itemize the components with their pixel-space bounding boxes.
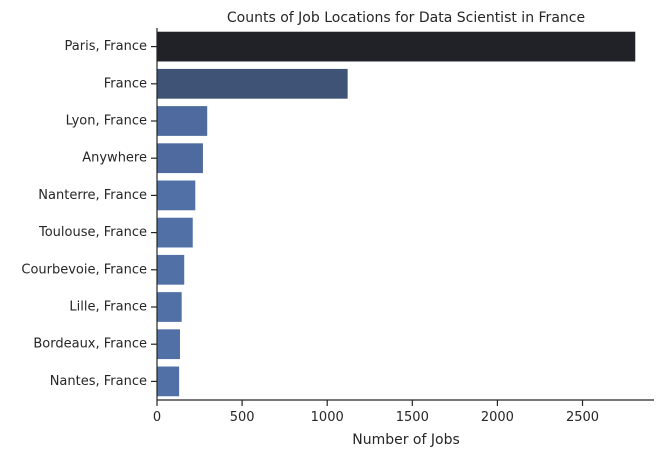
x-tick-label: 2000 xyxy=(481,410,514,425)
y-tick-label: Bordeaux, France xyxy=(33,337,147,352)
bar xyxy=(157,367,179,397)
x-tick-label: 1500 xyxy=(396,410,429,425)
bars-group xyxy=(157,32,635,397)
y-tick-label: Nanterre, France xyxy=(38,188,147,203)
y-tick-label: Anywhere xyxy=(82,151,147,166)
bar xyxy=(157,69,348,99)
bar xyxy=(157,218,193,248)
bar xyxy=(157,32,635,62)
x-tick-label: 0 xyxy=(153,410,161,425)
x-axis-title: Number of Jobs xyxy=(352,432,460,448)
y-tick-label: Courbevoie, France xyxy=(21,262,147,277)
bar xyxy=(157,106,207,136)
y-tick-label: Lyon, France xyxy=(66,114,147,129)
y-tick-label: France xyxy=(104,76,147,91)
y-tick-label: Toulouse, France xyxy=(38,225,147,240)
x-axis-ticks: 0 500 1000 1500 2000 2500 xyxy=(153,400,599,425)
bar xyxy=(157,143,203,173)
chart-title: Counts of Job Locations for Data Scienti… xyxy=(227,10,585,26)
x-tick-label: 500 xyxy=(230,410,255,425)
x-tick-label: 2500 xyxy=(566,410,599,425)
bar xyxy=(157,329,180,359)
y-tick-label: Paris, France xyxy=(65,39,147,54)
y-axis-ticks: Paris, France France Lyon, France Anywhere N… xyxy=(21,39,157,389)
bar xyxy=(157,181,195,211)
y-tick-label: Nantes, France xyxy=(50,374,147,389)
x-tick-label: 1000 xyxy=(311,410,344,425)
bar xyxy=(157,255,184,285)
y-tick-label: Lille, France xyxy=(69,300,147,315)
bar xyxy=(157,292,182,322)
